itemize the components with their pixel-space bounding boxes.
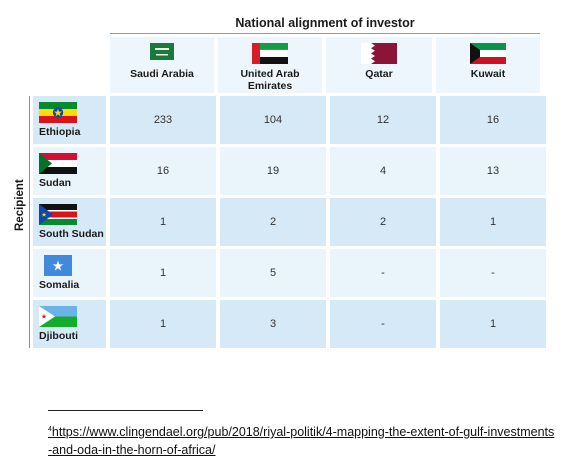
table-cell: 12	[330, 96, 436, 144]
uae-flag-icon	[252, 43, 288, 64]
table-cell: 104	[220, 96, 326, 144]
somalia-flag-icon	[44, 255, 72, 276]
table-cell: 5	[220, 249, 326, 297]
table-cell: 3	[220, 300, 326, 348]
row-label: Somalia	[39, 279, 80, 291]
recipient-axis-rule	[29, 96, 30, 348]
table-cell: 233	[110, 96, 216, 144]
saudi-arabia-flag-icon	[150, 43, 174, 60]
column-label: Kuwait	[470, 68, 506, 80]
table-title: National alignment of investor	[235, 16, 415, 30]
column-label: United Arab Emirates	[240, 68, 300, 92]
table-cell: 16	[110, 147, 216, 195]
sudan-flag-icon	[39, 153, 77, 174]
table-cell: 2	[330, 198, 436, 246]
south-sudan-flag-icon	[39, 204, 77, 225]
recipient-axis-label: Recipient	[14, 179, 26, 231]
table-cell: -	[330, 300, 436, 348]
kuwait-flag-icon	[470, 43, 506, 64]
row-header: Ethiopia	[33, 96, 106, 144]
row-header: Djibouti	[33, 300, 106, 348]
column-header-kuwait: Kuwait	[436, 37, 540, 93]
table-cell: 16	[440, 96, 546, 144]
table-row-djibouti: Djibouti 1 3 - 1	[33, 300, 547, 348]
column-header-qatar: Qatar	[326, 37, 432, 93]
table-row-sudan: Sudan 16 19 4 13	[33, 147, 547, 195]
footnote: 4https://www.clingendael.org/pub/2018/ri…	[48, 421, 558, 459]
row-label: South Sudan	[39, 228, 104, 240]
table-cell: 19	[220, 147, 326, 195]
header-divider	[110, 33, 540, 34]
row-label: Djibouti	[39, 330, 79, 342]
table-cell: -	[440, 249, 546, 297]
row-header: Sudan	[33, 147, 106, 195]
row-label: Sudan	[39, 177, 72, 189]
table-cell: 2	[220, 198, 326, 246]
table-cell: 1	[440, 198, 546, 246]
table-row-ethiopia: Ethiopia 233 104 12 16	[33, 96, 547, 144]
footnote-separator	[48, 410, 203, 411]
ethiopia-flag-icon	[39, 102, 77, 123]
table-cell: 1	[110, 300, 216, 348]
table-cell: 4	[330, 147, 436, 195]
table-cell: -	[330, 249, 436, 297]
row-header: South Sudan	[33, 198, 106, 246]
column-label: Saudi Arabia	[130, 68, 194, 80]
column-header-saudi-arabia: Saudi Arabia	[110, 37, 214, 93]
footnote-marker: 4	[48, 426, 52, 433]
footnote-link[interactable]: https://www.clingendael.org/pub/2018/riy…	[48, 425, 555, 458]
table-cell: 1	[440, 300, 546, 348]
table-cell: 1	[110, 198, 216, 246]
table-cell: 13	[440, 147, 546, 195]
qatar-flag-icon	[361, 43, 397, 64]
row-header: Somalia	[33, 249, 106, 297]
column-label: Qatar	[365, 68, 393, 80]
column-header-uae: United Arab Emirates	[218, 37, 322, 93]
djibouti-flag-icon	[39, 306, 77, 327]
table-row-somalia: Somalia 1 5 - -	[33, 249, 547, 297]
table-cell: 1	[110, 249, 216, 297]
table-row-south-sudan: South Sudan 1 2 2 1	[33, 198, 547, 246]
row-label: Ethiopia	[39, 126, 81, 138]
